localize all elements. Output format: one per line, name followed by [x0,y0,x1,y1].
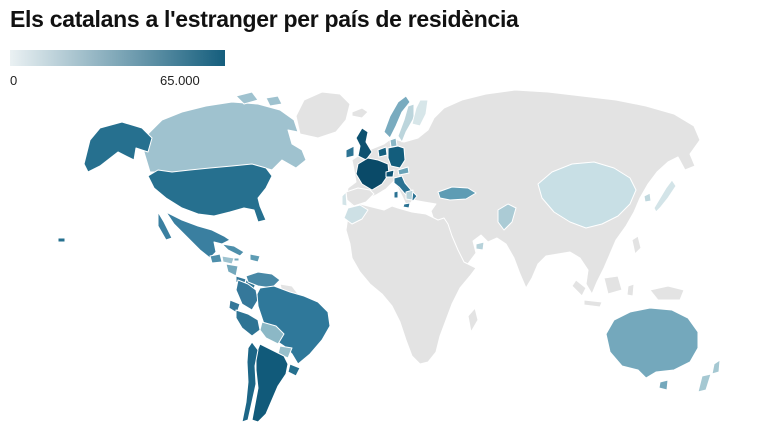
country-canada-arctic-island-1[interactable] [235,91,259,105]
country-germany[interactable] [387,145,406,169]
page-title: Els catalans a l'estranger per país de r… [10,6,519,32]
country-chile[interactable] [241,341,259,423]
country-sweden[interactable] [397,103,415,143]
country-colombia[interactable] [235,279,259,311]
country-guatemala[interactable] [209,253,223,264]
country-new-zealand-north[interactable] [711,359,721,375]
country-argentina[interactable] [251,343,289,423]
country-norway[interactable] [383,95,411,139]
country-australia[interactable] [605,307,699,379]
country-italy-sardinia[interactable] [393,190,399,199]
country-spain[interactable] [345,187,375,207]
country-bolivia[interactable] [259,321,285,345]
region-africa-nodata[interactable] [345,203,477,365]
country-greenland[interactable] [295,91,351,139]
legend-max-label: 65.000 [160,73,200,88]
country-cuba[interactable] [221,243,245,257]
island-sumatra-nodata[interactable] [571,279,587,297]
country-denmark[interactable] [389,137,398,148]
country-usa-hawaii[interactable] [57,237,66,243]
country-ireland[interactable] [345,145,355,159]
country-peru[interactable] [235,309,261,337]
country-united-kingdom[interactable] [355,127,373,161]
island-java-nodata[interactable] [583,299,603,308]
country-new-zealand-south[interactable] [697,373,712,393]
country-italy-sicily[interactable] [402,202,411,209]
legend-min-label: 0 [10,73,18,88]
country-australia-tasmania[interactable] [658,379,669,391]
country-switzerland[interactable] [385,169,395,178]
country-uruguay[interactable] [287,363,301,377]
country-france[interactable] [355,157,390,191]
legend-labels: 0 65.000 [10,71,240,88]
island-borneo-nodata[interactable] [603,275,623,295]
country-jamaica[interactable] [233,257,240,262]
country-usa-alaska[interactable] [83,121,153,173]
country-finland[interactable] [411,99,429,127]
country-morocco[interactable] [343,204,369,225]
country-south-korea[interactable] [643,192,652,203]
country-japan[interactable] [653,179,677,213]
country-philippines[interactable] [631,235,642,255]
country-mexico-baja[interactable] [157,211,173,241]
country-honduras[interactable] [221,255,235,265]
country-portugal[interactable] [341,191,348,207]
island-new-guinea-nodata[interactable] [649,285,685,301]
country-nicaragua[interactable] [225,263,239,277]
country-madagascar[interactable] [467,307,479,333]
country-benelux[interactable] [377,146,388,158]
country-usa[interactable] [147,163,273,223]
country-austria[interactable] [397,166,410,176]
country-pakistan[interactable] [497,203,517,231]
country-china[interactable] [537,161,637,229]
country-uae[interactable] [475,241,485,251]
country-mexico[interactable] [165,211,231,259]
country-iceland[interactable] [351,107,369,119]
country-canada-arctic-island-2[interactable] [265,95,283,107]
country-brazil[interactable] [256,285,331,365]
island-sulawesi-nodata[interactable] [626,283,635,297]
color-legend: 0 65.000 [10,50,240,88]
country-greece[interactable] [405,189,414,201]
country-turkey[interactable] [437,186,477,201]
legend-gradient-bar [10,50,225,66]
country-venezuela[interactable] [245,271,281,289]
country-canada[interactable] [143,101,307,175]
country-dominican-republic[interactable] [249,253,261,263]
